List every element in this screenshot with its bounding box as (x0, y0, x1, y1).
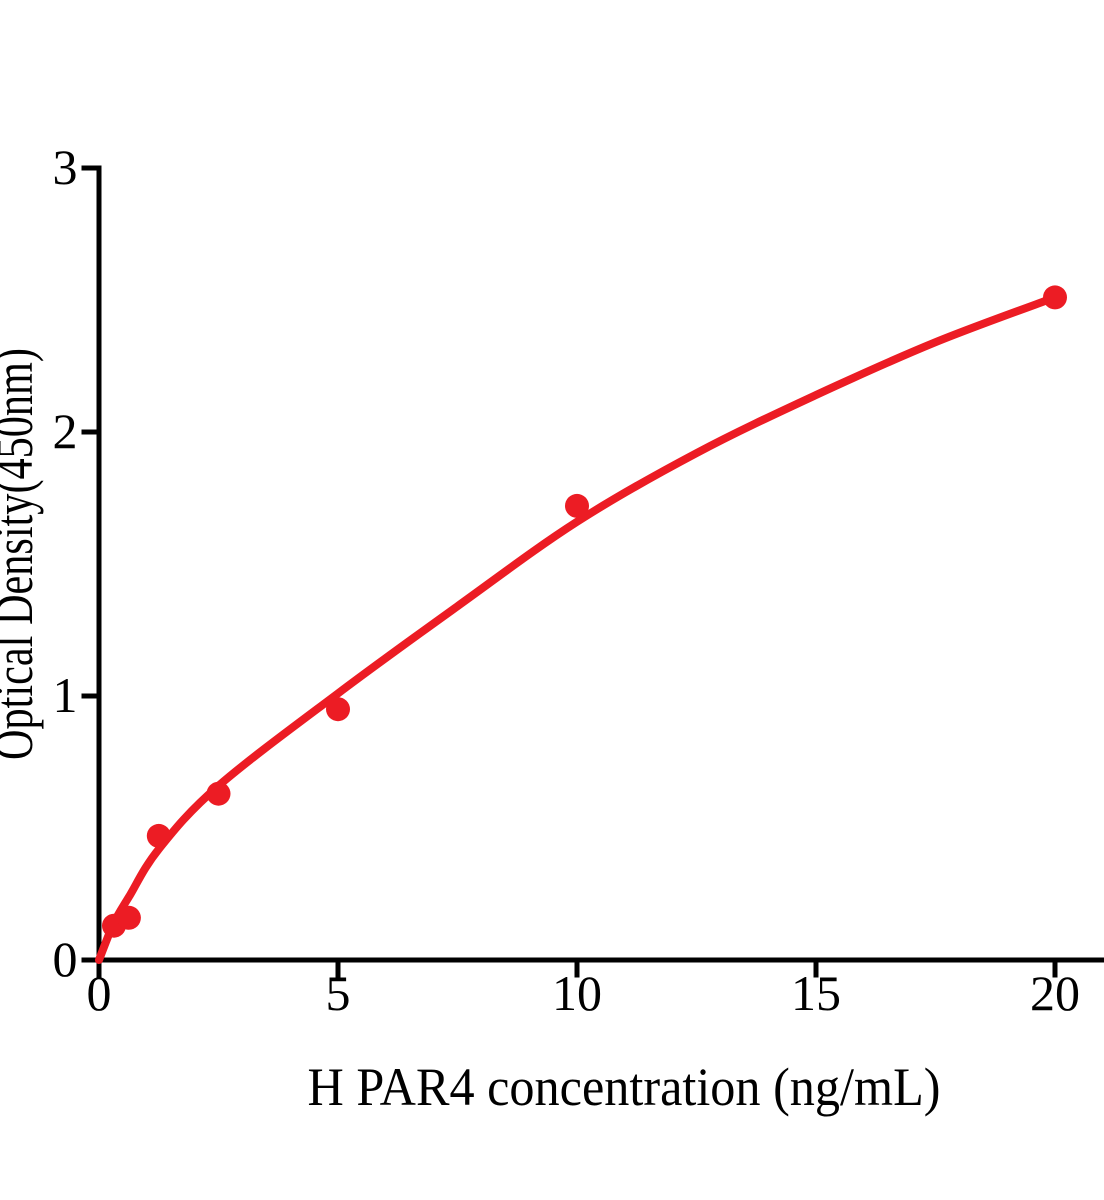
y-tick-label: 2 (53, 403, 78, 459)
y-axis-title: Optical Density(450nm) (0, 348, 44, 760)
y-tick-label: 3 (53, 139, 78, 195)
y-tick-label: 1 (53, 667, 78, 723)
data-point (116, 905, 141, 930)
data-point (146, 823, 171, 848)
y-tick-label: 0 (53, 931, 78, 987)
data-point (326, 697, 350, 722)
data-point (565, 493, 589, 518)
data-point (1043, 285, 1067, 310)
x-tick-label: 5 (326, 965, 351, 1021)
x-axis-title: H PAR4 concentration (ng/mL) (308, 1057, 941, 1117)
x-tick-label: 0 (87, 965, 112, 1021)
data-point (206, 781, 231, 806)
chart-layer: 0 1 2 3 0 5 10 15 20 (53, 139, 1104, 1021)
x-tick-label: 10 (552, 965, 602, 1021)
x-tick-label: 15 (791, 965, 841, 1021)
x-tick-label: 20 (1030, 965, 1080, 1021)
fit-curve (95, 293, 1059, 964)
